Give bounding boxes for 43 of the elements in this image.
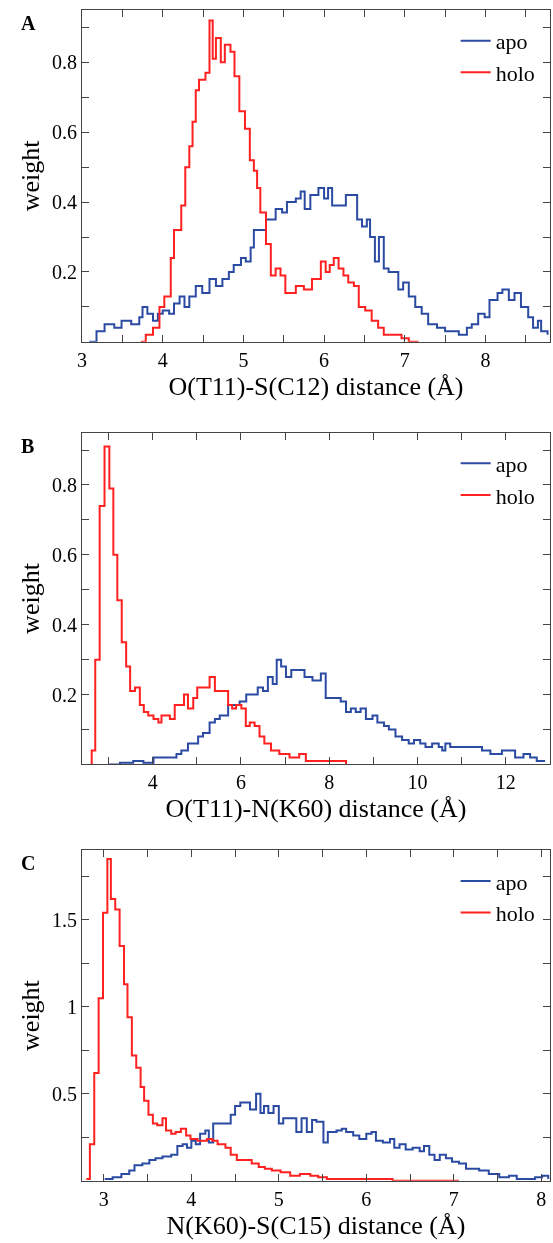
x-tick-label: 6 xyxy=(319,348,330,371)
y-tick-label: 1.5 xyxy=(52,908,77,931)
y-tick-label: 0.2 xyxy=(52,260,77,283)
x-axis-title: O(T11)-S(C12) distance (Å) xyxy=(168,371,464,401)
legend-label: apo xyxy=(495,869,528,895)
x-tick-label: 7 xyxy=(399,348,410,371)
x-tick-label: 6 xyxy=(361,1187,372,1210)
y-tick-label: 0.4 xyxy=(52,191,77,214)
x-tick-label: 7 xyxy=(448,1187,459,1210)
x-axis-title: N(K60)-S(C15) distance (Å) xyxy=(166,1210,466,1240)
y-axis-title: weight xyxy=(16,139,46,212)
y-tick-label: 0.4 xyxy=(52,613,77,636)
x-tick-label: 6 xyxy=(235,771,246,794)
x-tick-label: 8 xyxy=(324,771,335,794)
x-tick-label: 4 xyxy=(147,771,158,794)
y-tick-label: 0.8 xyxy=(52,473,77,496)
y-tick-label: 0.6 xyxy=(52,121,77,144)
legend-label: holo xyxy=(495,901,535,927)
text: B xyxy=(21,435,35,457)
legend-label: holo xyxy=(495,60,535,86)
y-tick-label: 0.8 xyxy=(52,51,77,74)
y-tick-label: 0.6 xyxy=(52,543,77,566)
text: C xyxy=(21,852,36,874)
x-tick-label: 5 xyxy=(273,1187,284,1210)
x-tick-label: 5 xyxy=(238,348,249,371)
legend-label: apo xyxy=(495,451,528,477)
legend-label: holo xyxy=(495,483,535,509)
x-tick-label: 3 xyxy=(98,1187,109,1210)
x-tick-label: 4 xyxy=(157,348,168,371)
x-tick-label: 10 xyxy=(407,771,428,794)
x-tick-label: 12 xyxy=(495,771,516,794)
y-tick-label: 0.5 xyxy=(52,1082,77,1105)
x-tick-label: 4 xyxy=(186,1187,197,1210)
y-axis-title: weight xyxy=(16,979,46,1051)
x-tick-label: 3 xyxy=(77,348,87,371)
x-tick-label: 8 xyxy=(536,1187,547,1210)
legend-label: apo xyxy=(495,29,528,55)
y-tick-label: 1 xyxy=(67,995,77,1018)
y-tick-label: 0.2 xyxy=(52,683,77,706)
x-axis-title: O(T11)-N(K60) distance (Å) xyxy=(165,794,467,824)
y-axis-title: weight xyxy=(16,562,46,634)
text: A xyxy=(21,12,36,34)
x-tick-label: 8 xyxy=(480,348,491,371)
